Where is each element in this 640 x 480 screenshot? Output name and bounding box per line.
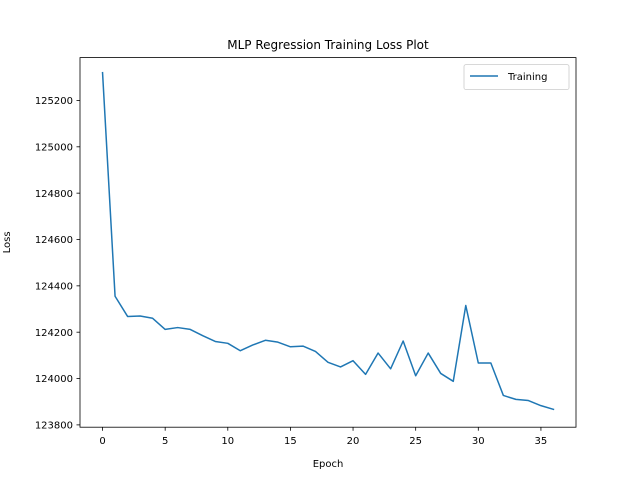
y-tick-label: 125000	[35, 142, 73, 153]
series-line-training	[101, 71, 555, 411]
y-tick-label: 124800	[35, 189, 73, 200]
plot-area	[79, 57, 577, 428]
legend-box	[463, 64, 570, 90]
y-tick-label: 124600	[35, 235, 73, 246]
x-tick-label: 0	[99, 436, 105, 447]
x-tick-label: 15	[284, 436, 297, 447]
x-tick-label: 25	[409, 436, 422, 447]
legend: Training	[463, 64, 570, 90]
chart-title: MLP Regression Training Loss Plot	[227, 38, 429, 52]
x-tick-label: 35	[535, 436, 548, 447]
x-tick-label: 5	[162, 436, 168, 447]
x-axis-ticks: 0 5 10 15 20 25 30 35	[99, 427, 547, 447]
legend-label-training: Training	[507, 72, 547, 83]
y-tick-label: 124400	[35, 281, 73, 292]
series-group	[101, 71, 555, 411]
axes-frame	[79, 57, 577, 428]
x-tick-label: 10	[221, 436, 234, 447]
y-tick-label: 125200	[35, 96, 73, 107]
y-tick-label: 124000	[35, 374, 73, 385]
y-axis-ticks: 123800 124000 124200 124400 124600 124800 1250…	[35, 96, 80, 431]
y-axis-label: Loss	[2, 231, 13, 253]
y-tick-label: 124200	[35, 328, 73, 339]
y-tick-label: 123800	[35, 420, 73, 431]
x-tick-label: 30	[472, 436, 485, 447]
x-axis-label: Epoch	[313, 459, 344, 470]
x-tick-label: 20	[347, 436, 360, 447]
